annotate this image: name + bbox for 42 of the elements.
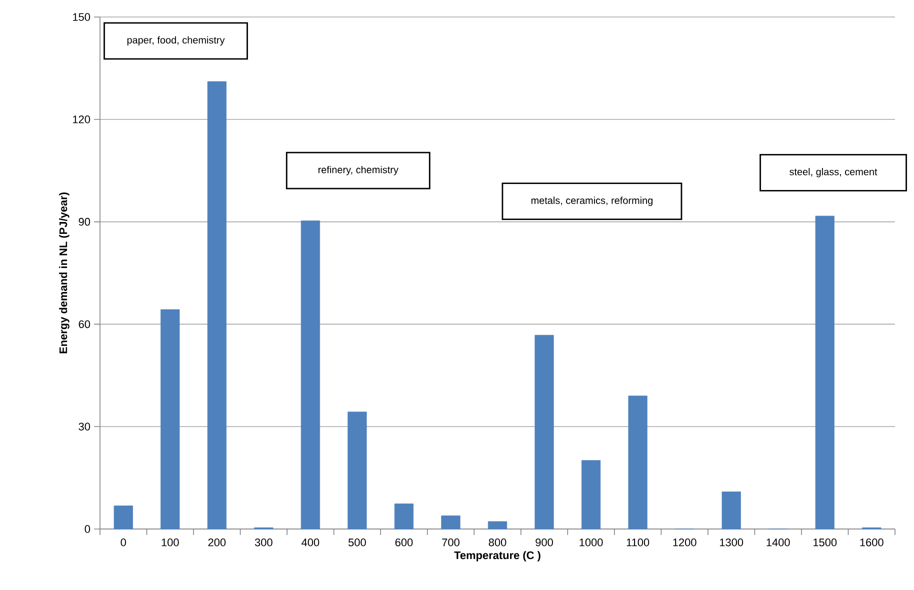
- x-tick-label: 1500: [814, 538, 837, 546]
- y-tick-label: 0: [84, 525, 90, 533]
- bar: [488, 521, 508, 530]
- x-tick-label: 1600: [860, 538, 884, 546]
- x-tick-label: 900: [536, 538, 553, 546]
- x-axis-title: Temperature (C ): [454, 551, 540, 562]
- bar: [441, 515, 460, 530]
- x-tick-label: 300: [254, 538, 272, 546]
- bar: [394, 504, 414, 530]
- x-tick-label: 1100: [626, 538, 650, 546]
- x-tick-label: 600: [395, 538, 413, 546]
- x-tick-label: 200: [208, 538, 226, 546]
- x-tick-label: 400: [302, 538, 320, 546]
- x-tick-label: 700: [442, 538, 460, 546]
- bar: [114, 506, 133, 530]
- annotation: steel, glass, cement: [790, 168, 878, 178]
- y-tick-label: 150: [73, 13, 90, 21]
- bar: [722, 492, 741, 530]
- bar: [628, 396, 648, 530]
- bar: [300, 220, 320, 530]
- x-tick-label: 1200: [673, 538, 696, 546]
- x-tick-label: 0: [120, 538, 126, 546]
- annotation: paper, food, chemistry: [127, 36, 225, 46]
- bar: [534, 334, 554, 530]
- x-tick-label: 800: [488, 538, 506, 546]
- annotation: refinery, chemistry: [318, 166, 398, 176]
- bar: [348, 412, 367, 530]
- y-axis-title: Energy demand in NL (PJ/year): [59, 192, 70, 354]
- y-tick-label: 90: [78, 218, 90, 226]
- bar: [581, 460, 601, 530]
- x-tick-label: 1400: [766, 538, 790, 546]
- x-tick-label: 1300: [720, 538, 744, 546]
- x-tick-label: 100: [162, 538, 179, 546]
- y-tick-label: 60: [78, 320, 90, 328]
- y-tick-label: 120: [73, 116, 90, 124]
- bar: [160, 309, 180, 530]
- x-tick-label: 1000: [580, 538, 603, 546]
- annotation: metals, ceramics, reforming: [531, 196, 652, 206]
- bar: [207, 81, 226, 530]
- x-tick-label: 500: [348, 538, 366, 546]
- bar: [815, 216, 834, 530]
- y-tick-label: 30: [78, 422, 90, 430]
